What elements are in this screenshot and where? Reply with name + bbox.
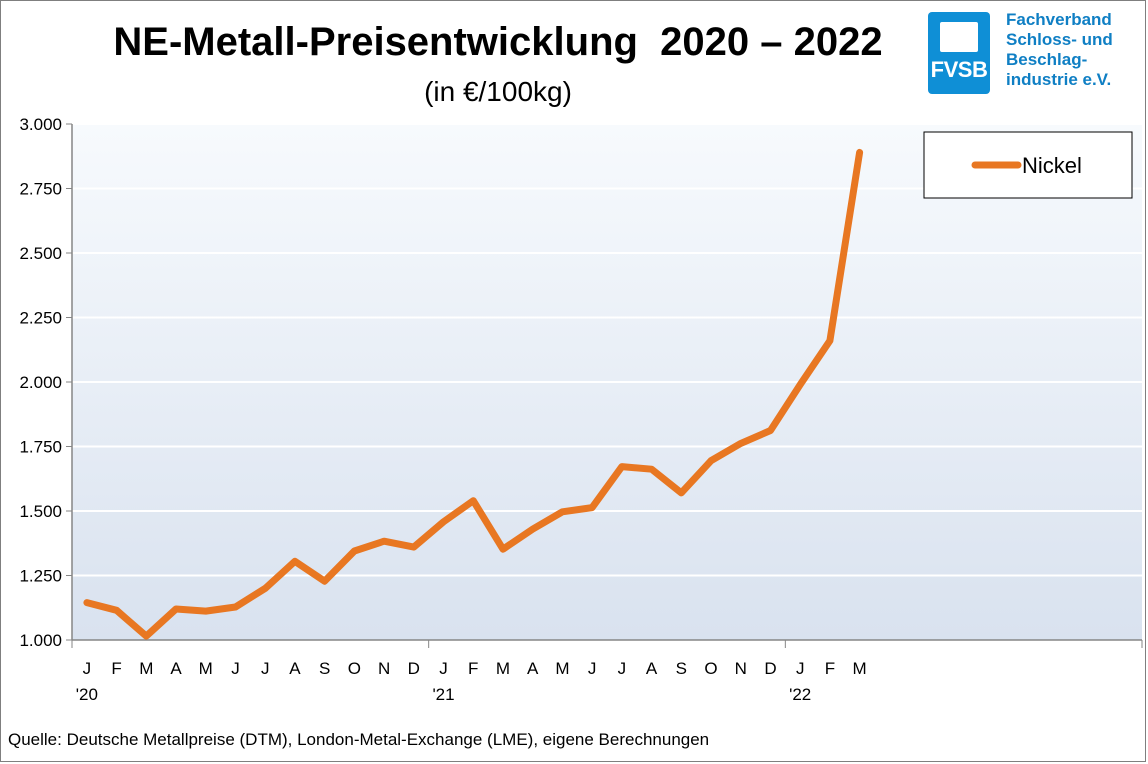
data-point — [501, 548, 504, 551]
x-year-label: '21 — [432, 685, 454, 704]
data-point — [620, 465, 623, 468]
x-tick-label: M — [139, 659, 153, 678]
x-tick-label: S — [319, 659, 330, 678]
source-note: Quelle: Deutsche Metallpreise (DTM), Lon… — [8, 730, 710, 749]
x-tick-label: D — [408, 659, 420, 678]
logo-line-3: Beschlag- — [1006, 50, 1088, 69]
x-tick-label: O — [348, 659, 361, 678]
data-point — [828, 339, 831, 342]
x-tick-label: N — [735, 659, 747, 678]
data-point — [383, 540, 386, 543]
y-tick-label: 1.250 — [19, 567, 62, 586]
legend-box — [923, 131, 1133, 199]
data-point — [531, 528, 534, 531]
data-point — [680, 491, 683, 494]
data-point — [115, 609, 118, 612]
y-tick-label: 2.000 — [19, 373, 62, 392]
y-tick-label: 2.250 — [19, 309, 62, 328]
y-axis-ticks: 1.000 1.250 1.500 1.750 2.000 2.250 2.500 2.750… — [19, 115, 72, 650]
data-point — [85, 601, 88, 604]
x-tick-label: J — [231, 659, 240, 678]
chart-subtitle: (in €/100kg) — [424, 76, 572, 107]
series-layer — [83, 148, 864, 640]
x-tick-label: M — [496, 659, 510, 678]
x-axis-ticks: J F M A M J J A S O N D J F M A M J J A S O N D J F M'20'21'22 — [71, 640, 1143, 704]
data-point — [234, 605, 237, 608]
fvsb-logo: FVSB — [928, 12, 990, 94]
data-point — [799, 383, 802, 386]
data-point — [591, 506, 594, 509]
x-tick-label: F — [111, 659, 121, 678]
y-tick-label: 2.500 — [19, 244, 62, 263]
x-year-label: '20 — [76, 685, 98, 704]
x-tick-label: A — [170, 659, 182, 678]
x-tick-label: J — [796, 659, 805, 678]
data-point — [561, 510, 564, 513]
x-tick-label: M — [199, 659, 213, 678]
y-tick-label: 2.750 — [19, 180, 62, 199]
data-point — [145, 635, 148, 638]
logo-line-4: industrie e.V. — [1006, 70, 1112, 89]
x-tick-label: F — [825, 659, 835, 678]
logo-organisation-name: Fachverband Schloss- und Beschlag- indus… — [1006, 10, 1146, 90]
x-tick-label: J — [439, 659, 448, 678]
data-point — [204, 610, 207, 613]
y-tick-label: 3.000 — [19, 115, 62, 134]
data-point — [293, 560, 296, 563]
legend-label-nickel: Nickel — [1022, 153, 1082, 178]
logo-line-2: Schloss- und — [1006, 30, 1113, 49]
data-point — [739, 442, 742, 445]
x-tick-label: F — [468, 659, 478, 678]
data-point — [323, 580, 326, 583]
data-point — [769, 429, 772, 432]
data-point — [264, 587, 267, 590]
gridlines — [72, 123, 1142, 577]
data-point — [353, 549, 356, 552]
logo-line-1: Fachverband — [1006, 10, 1112, 29]
y-tick-label: 1.000 — [19, 631, 62, 650]
x-tick-label: J — [588, 659, 597, 678]
x-tick-label: A — [527, 659, 539, 678]
data-point — [442, 520, 445, 523]
x-tick-label: M — [555, 659, 569, 678]
x-tick-label: J — [618, 659, 627, 678]
x-tick-label: M — [853, 659, 867, 678]
logo-lock-shape — [940, 22, 978, 52]
legend: Nickel — [923, 131, 1133, 199]
x-tick-label: N — [378, 659, 390, 678]
data-point — [710, 459, 713, 462]
y-tick-label: 1.750 — [19, 438, 62, 457]
data-point — [472, 499, 475, 502]
x-tick-label: J — [261, 659, 270, 678]
chart-title: NE-Metall-Preisentwicklung 2020 – 2022 — [113, 20, 883, 64]
y-tick-label: 1.500 — [19, 502, 62, 521]
x-tick-label: S — [676, 659, 687, 678]
data-point — [412, 546, 415, 549]
x-tick-label: J — [83, 659, 92, 678]
x-year-label: '22 — [789, 685, 811, 704]
x-tick-label: A — [646, 659, 658, 678]
logo-abbreviation: FVSB — [930, 57, 988, 82]
data-point — [858, 151, 861, 154]
x-tick-label: A — [289, 659, 301, 678]
data-point — [175, 608, 178, 611]
data-point — [650, 468, 653, 471]
x-tick-label: D — [764, 659, 776, 678]
x-tick-label: O — [704, 659, 717, 678]
